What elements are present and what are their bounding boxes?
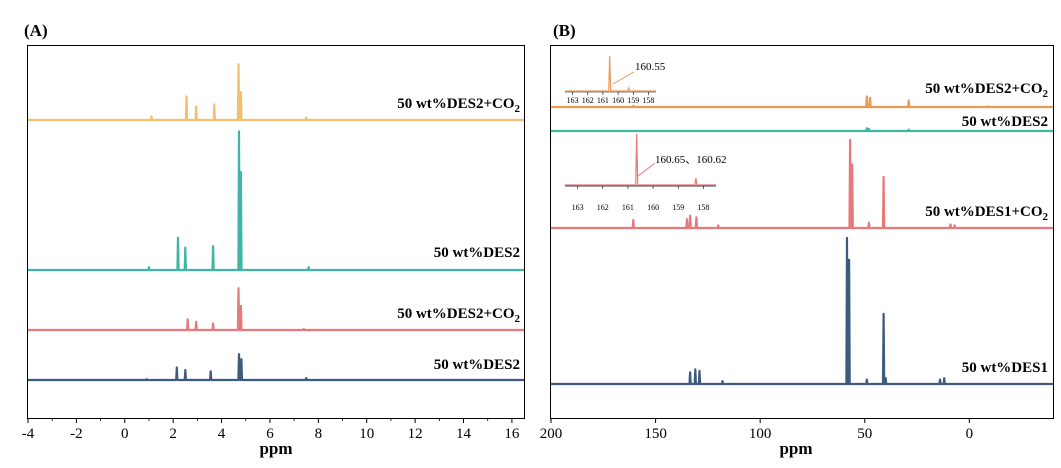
inset-2-arrow [637,162,656,177]
inset-2-trace [565,133,716,186]
spectrum-label-0-3: 50 wt%DES2 [434,357,520,373]
x-tick-label-1-1: 150 [644,426,667,442]
x-tick-label-0-5: 6 [266,426,274,442]
spectrum-label-1-1: 50 wt%DES2 [962,114,1048,130]
inset-2-peak-label: 160.65、160.62 [655,154,727,166]
spectrum-label-0-2: 50 wt%DES2+CO2 [397,306,520,325]
inset-1-arrow [612,71,635,85]
inset-des1-co2: 160.65、160.62 163 162 161 160 159 158 [565,133,727,212]
inset-1-tick-label-5: 158 [642,96,654,105]
inset-1-trace [565,55,656,92]
x-tick-label-0-9: 14 [456,426,472,442]
inset-2-tick-label-0: 163 [572,203,584,212]
x-tick-label-0-6: 8 [315,426,323,442]
spectrum-1-0 [551,95,1053,109]
spectrum-label-0-0: 50 wt%DES2+CO2 [397,96,520,115]
spectrum-1-1 [551,127,1053,133]
x-tick-label-0-3: 2 [169,426,177,442]
panel-a-plot: -4 -2 0 2 4 6 8 10 12 14 16 50 wt%DES2+CO2 50 wt%DES… [22,63,524,442]
inset-2-tick-label-5: 158 [697,203,709,212]
x-tick-label-0-8: 12 [408,426,423,442]
x-tick-label-0-0: -4 [22,426,35,442]
spectrum-label-0-1: 50 wt%DES2 [434,245,520,261]
spectrum-label-1-2: 50 wt%DES1+CO2 [925,204,1048,223]
panel-a-label: (A) [24,21,48,40]
inset-2-tick-label-4: 159 [672,203,684,212]
x-tick-label-1-3: 50 [857,426,872,442]
inset-1-tick-label-3: 160 [612,96,624,105]
x-tick-label-1-0: 200 [540,426,563,442]
inset-1-tick-label-4: 159 [627,96,639,105]
panel-b-frame [550,45,1054,419]
inset-1-peak-label: 160.55 [635,61,666,73]
spectrum-0-3 [28,353,524,382]
inset-2-tick-label-1: 162 [597,203,609,212]
x-tick-label-1-4: 0 [966,426,974,442]
inset-1-tick-label-2: 161 [597,96,609,105]
x-tick-label-0-2: 0 [121,426,129,442]
inset-des2-co2: 160.55 163 162 161 160 159 158 [565,55,666,105]
spectrum-label-1-3: 50 wt%DES1 [962,360,1048,376]
x-tick-label-1-2: 100 [749,426,772,442]
panel-a-frame [27,45,525,419]
panel-a-xlabel: ppm [259,439,292,458]
x-tick-label-0-10: 16 [504,426,520,442]
panel-b-xlabel: ppm [779,439,812,458]
inset-1-tick-label-0: 163 [567,96,579,105]
spectrum-0-2 [28,287,524,332]
x-tick-label-0-7: 10 [359,426,374,442]
spectrum-label-1-0: 50 wt%DES2+CO2 [925,81,1048,100]
inset-2-tick-label-3: 160 [647,203,659,212]
panel-b-label: (B) [553,21,576,40]
spectrum-0-1 [28,130,524,272]
x-tick-label-0-1: -2 [70,426,83,442]
spectrum-1-3 [551,236,1053,386]
spectrum-1-2 [551,138,1053,230]
inset-1-tick-label-1: 162 [582,96,594,105]
panel-b-plot: 200 150 100 50 0 50 wt%DES2+CO2 50 wt%DES2 50 w… [540,81,1053,442]
spectrum-0-0 [28,63,524,122]
inset-2-tick-label-2: 161 [622,203,634,212]
x-tick-label-0-4: 4 [218,426,226,442]
